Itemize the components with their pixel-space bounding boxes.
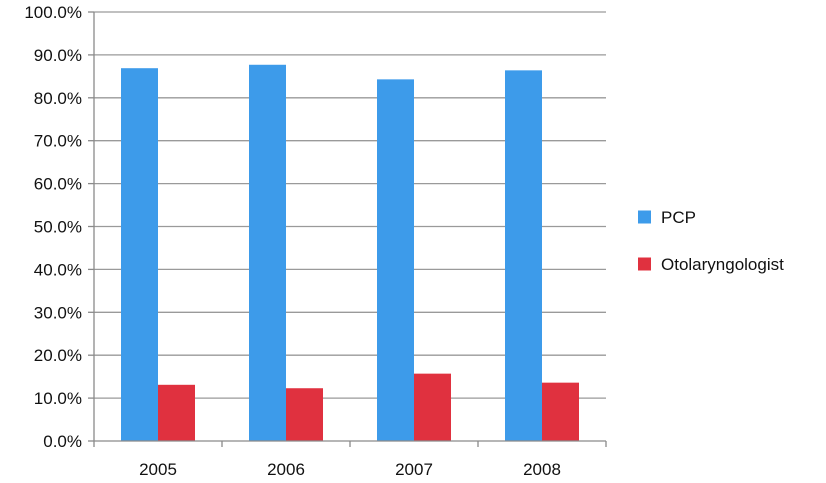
bar-otolaryngologist-2008 xyxy=(542,382,579,441)
x-tick-label: 2006 xyxy=(267,460,305,479)
y-tick-label: 80.0% xyxy=(34,89,82,108)
y-tick-label: 30.0% xyxy=(34,303,82,322)
legend: PCP Otolaryngologist xyxy=(638,208,784,274)
x-axis-tick-labels: 2005 2006 2007 2008 xyxy=(139,460,561,479)
x-tick-label: 2007 xyxy=(395,460,433,479)
legend-swatch-otolaryngologist xyxy=(638,257,651,271)
y-tick-label: 70.0% xyxy=(34,132,82,151)
y-tick-label: 20.0% xyxy=(34,346,82,365)
legend-label-pcp: PCP xyxy=(661,208,696,227)
x-tick-label: 2008 xyxy=(523,460,561,479)
bar-pcp-2008 xyxy=(505,70,542,442)
bar-pcp-2005 xyxy=(121,68,158,441)
axes xyxy=(88,11,607,447)
y-tick-label: 0.0% xyxy=(43,432,82,451)
bar-otolaryngologist-2007 xyxy=(414,373,451,441)
bar-pcp-2007 xyxy=(377,79,414,441)
y-axis-tick-labels: 0.0% 10.0% 20.0% 30.0% 40.0% 50.0% 60.0% 70.0% 8… xyxy=(24,3,82,451)
legend-swatch-pcp xyxy=(638,210,651,224)
bar-pcp-2006 xyxy=(249,64,286,441)
legend-label-otolaryngologist: Otolaryngologist xyxy=(661,255,784,274)
bars xyxy=(121,64,579,442)
bar-otolaryngologist-2006 xyxy=(286,388,323,441)
gridlines xyxy=(94,11,606,399)
y-tick-label: 10.0% xyxy=(34,389,82,408)
bar-otolaryngologist-2005 xyxy=(158,384,195,441)
y-tick-label: 90.0% xyxy=(34,46,82,65)
y-tick-label: 100.0% xyxy=(24,3,82,22)
y-tick-label: 40.0% xyxy=(34,260,82,279)
x-tick-label: 2005 xyxy=(139,460,177,479)
y-tick-label: 60.0% xyxy=(34,175,82,194)
y-tick-label: 50.0% xyxy=(34,218,82,237)
